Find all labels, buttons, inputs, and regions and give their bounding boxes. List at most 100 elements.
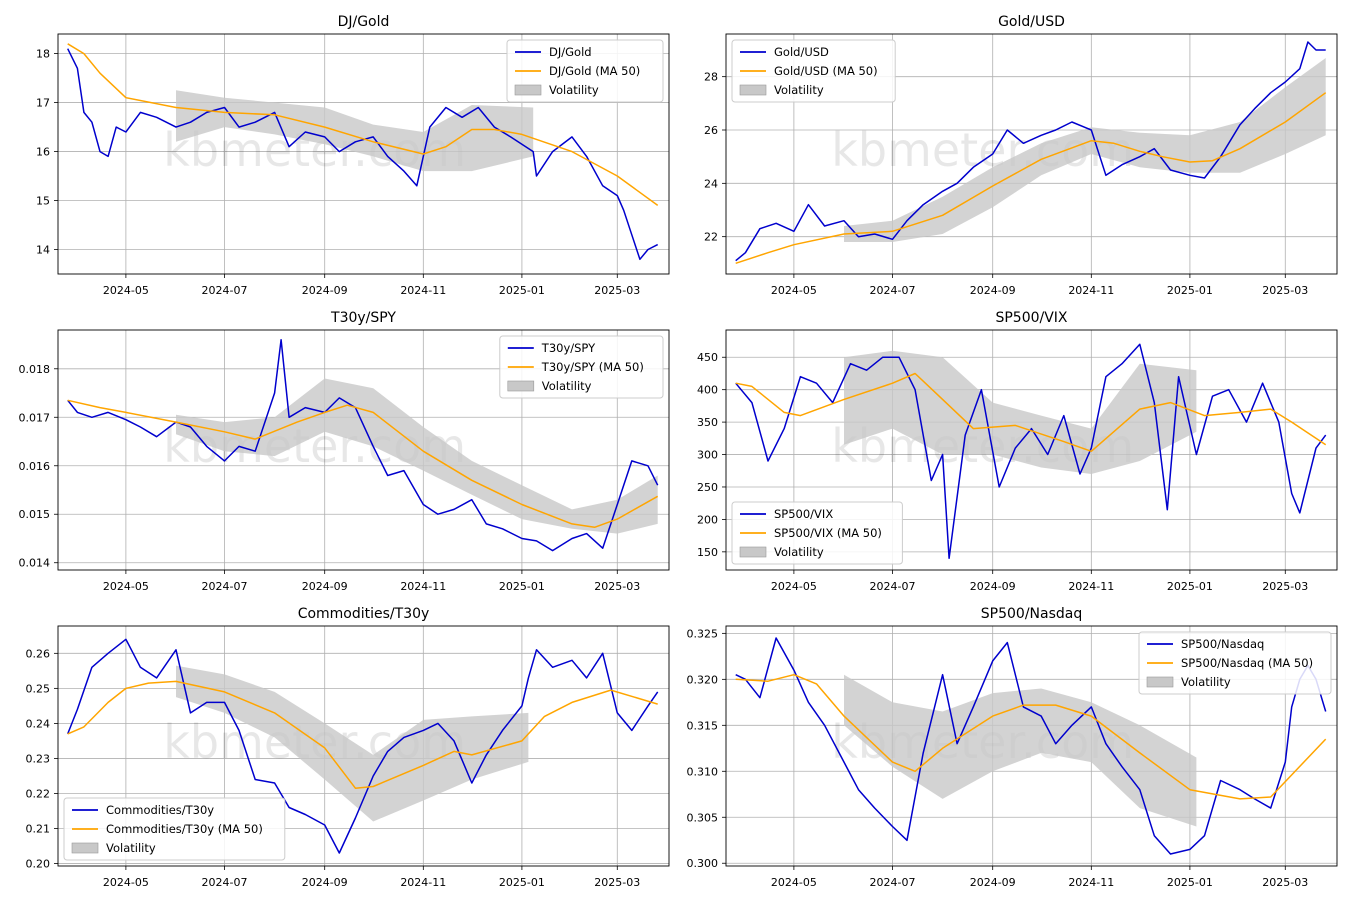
x-tick-label: 2024-05 [771,284,817,297]
y-tick-label: 350 [697,416,718,429]
legend-label: Volatility [774,83,824,97]
legend-volatility-swatch [739,546,767,558]
legend-label: Volatility [1181,675,1231,689]
y-tick-label: 200 [697,513,718,526]
legend: Commodities/T30y Commodities/T30y (MA 50)… [63,797,286,861]
moving-average-line [67,680,658,789]
axes-frame [57,625,670,867]
x-tick-label: 2025-01 [499,284,545,297]
legend-volatility-swatch [514,84,542,96]
x-tick-label: 2025-03 [1262,580,1308,593]
y-tick-label: 0.325 [687,627,719,640]
volatility-band [844,58,1326,242]
legend-label: SP500/VIX [774,507,833,521]
chart-panel-1: 2024-05 2024-07 2024-09 2024-11 2025-01 2025-… [36,14,670,297]
x-tick-label: 2025-03 [1262,876,1308,889]
chart-title: Commodities/T30y [298,606,430,622]
legend-label: SP500/Nasdaq (MA 50) [1181,656,1313,670]
x-tick-label: 2024-11 [1068,284,1114,297]
chart-panel-3: 2024-05 2024-07 2024-09 2024-11 2025-01 2025-… [19,310,670,593]
legend-label: Commodities/T30y [106,803,214,817]
y-tick-label: 0.300 [687,857,719,870]
legend-label: DJ/Gold (MA 50) [549,64,640,78]
x-tick-label: 2025-03 [594,580,640,593]
y-tick-label: 150 [697,546,718,559]
legend-volatility-swatch [71,842,99,854]
x-tick-label: 2024-05 [103,580,149,593]
y-tick-label: 0.26 [26,647,51,660]
axes-frame [57,329,670,571]
moving-average-line [735,673,1327,800]
y-tick-label: 250 [697,481,718,494]
y-tick-label: 0.305 [687,811,719,824]
y-tick-label: 450 [697,351,718,364]
x-tick-label: 2024-11 [400,284,446,297]
x-tick-label: 2025-01 [1167,580,1213,593]
legend-volatility-swatch [1146,676,1174,688]
legend-box [506,39,664,103]
volatility-band [176,378,658,534]
y-tick-label: 15 [36,195,50,208]
y-tick-label: 400 [697,384,718,397]
x-tick-label: 2024-05 [103,284,149,297]
legend: DJ/Gold DJ/Gold (MA 50) Volatility [506,39,664,103]
y-tick-label: 0.017 [19,411,51,424]
chart-panel-4: 2024-05 2024-07 2024-09 2024-11 2025-01 2025-… [697,310,1338,593]
x-tick-label: 2024-11 [1068,876,1114,889]
legend-label: DJ/Gold [549,45,592,59]
series-line [735,41,1326,262]
y-tick-label: 18 [36,48,50,61]
y-tick-label: 0.21 [26,823,51,836]
x-tick-label: 2025-03 [594,876,640,889]
y-tick-label: 0.22 [26,787,51,800]
legend-label: Volatility [549,83,599,97]
legend-label: Gold/USD (MA 50) [774,64,878,78]
legend-label: T30y/SPY (MA 50) [541,360,644,374]
y-tick-label: 16 [36,146,50,159]
y-tick-label: 0.25 [26,682,51,695]
y-tick-label: 0.310 [687,765,719,778]
x-tick-label: 2024-07 [202,876,248,889]
moving-average-line [67,43,659,207]
legend-box [731,501,903,565]
x-tick-label: 2024-09 [302,876,348,889]
y-tick-label: 22 [704,231,718,244]
chart-panel-6: 2024-05 2024-07 2024-09 2024-11 2025-01 2025-… [687,606,1338,889]
x-tick-label: 2024-07 [202,580,248,593]
y-tick-label: 0.018 [19,363,51,376]
legend-label: SP500/Nasdaq [1181,637,1264,651]
x-tick-label: 2025-01 [499,580,545,593]
x-tick-label: 2024-09 [302,284,348,297]
y-tick-label: 28 [704,71,718,84]
chart-title: SP500/VIX [995,310,1067,326]
legend-label: SP500/VIX (MA 50) [774,526,882,540]
y-tick-label: 0.015 [19,508,51,521]
chart-title: Gold/USD [998,14,1065,30]
moving-average-line [67,399,659,529]
x-tick-label: 2024-07 [870,876,916,889]
axes-frame [725,329,1338,571]
legend-box [499,335,664,399]
moving-average-line [735,92,1327,265]
x-tick-label: 2024-07 [202,284,248,297]
y-tick-label: 0.016 [19,460,51,473]
y-tick-label: 0.315 [687,719,719,732]
volatility-band [844,674,1197,827]
axes-frame [725,33,1338,275]
legend-label: Commodities/T30y (MA 50) [106,822,263,836]
legend-box [1138,631,1332,695]
volatility-band [844,350,1197,474]
chart-title: T30y/SPY [330,310,396,326]
x-tick-label: 2025-03 [1262,284,1308,297]
x-tick-label: 2024-09 [970,876,1016,889]
x-tick-label: 2024-07 [870,580,916,593]
y-tick-label: 14 [36,244,50,257]
x-tick-label: 2025-03 [594,284,640,297]
legend: T30y/SPY T30y/SPY (MA 50) Volatility [499,335,664,399]
legend-label: Volatility [542,379,592,393]
legend-label: Volatility [774,545,824,559]
legend-box [731,39,896,103]
axes-frame [725,625,1338,867]
y-tick-label: 0.24 [26,717,51,730]
